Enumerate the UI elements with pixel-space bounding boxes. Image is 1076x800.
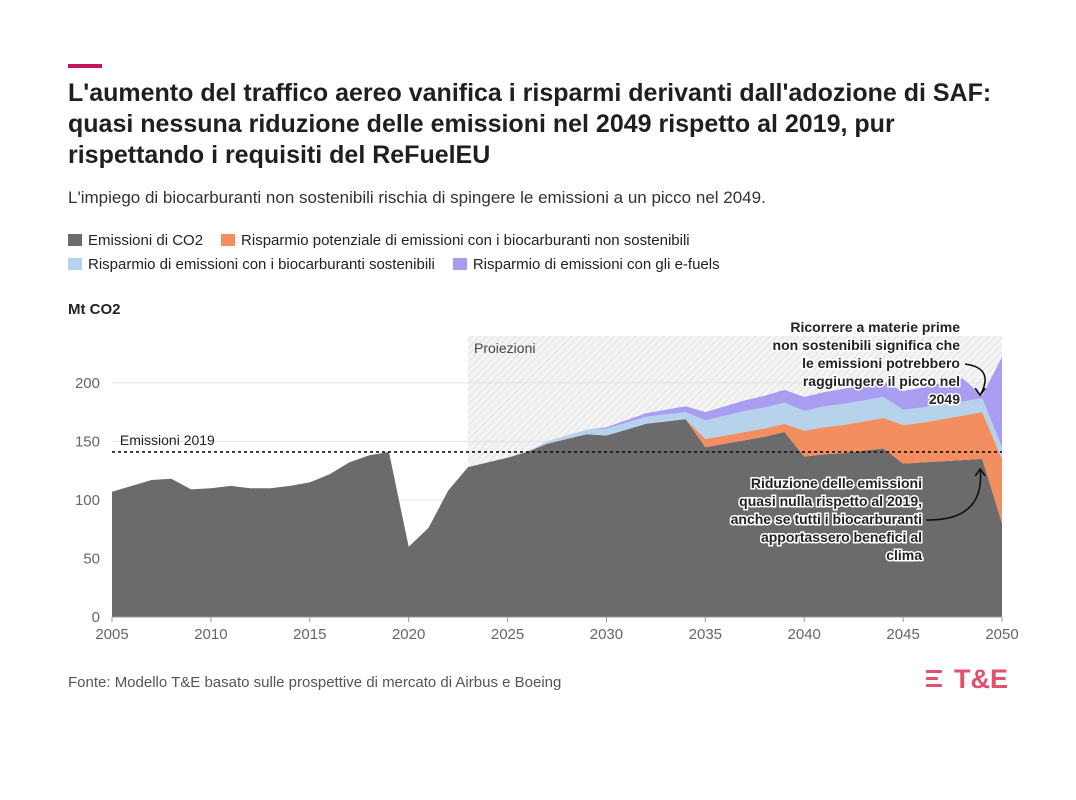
y-tick-label: 0 <box>92 609 100 626</box>
te-logo-text: T&E <box>954 664 1008 694</box>
annotation-line: Riduzione delle emissioni <box>751 475 922 491</box>
annotation-arrow-1 <box>925 468 982 521</box>
chart-area: Proiezioni Emissioni 2019 0 50 100 150 200 Mt… <box>60 296 1050 656</box>
legend-label-unsustainable: Risparmio potenziale di emissioni con i … <box>241 231 690 249</box>
x-tick-label: 2020 <box>392 626 425 643</box>
chart-legend: Emissioni di CO2 Risparmio potenziale di… <box>68 230 1018 278</box>
legend-swatch-co2 <box>68 234 82 246</box>
x-tick-label: 2040 <box>788 626 821 643</box>
chart-subtitle: L'impiego di biocarburanti non sostenibi… <box>68 188 766 207</box>
legend-swatch-sustainable <box>68 258 82 270</box>
y-axis-title: Mt CO2 <box>68 301 121 318</box>
x-tick-label: 2050 <box>985 626 1018 643</box>
annotation-text-0: Ricorrere a materie prime non sostenibili… <box>773 319 961 407</box>
annotation-arrowhead-0 <box>974 387 986 397</box>
annotation-line: clima <box>886 547 922 563</box>
x-tick-label: 2030 <box>590 626 623 643</box>
legend-item-co2: Emissioni di CO2 <box>68 232 203 249</box>
legend-label-co2: Emissioni di CO2 <box>88 231 204 249</box>
annotation-line: Ricorrere a materie prime <box>790 319 960 335</box>
y-tick-label: 150 <box>75 433 100 450</box>
x-tick-label: 2010 <box>194 626 227 643</box>
annotation-arrow-0 <box>964 363 986 396</box>
chart-title: L'aumento del traffico aereo vanifica i … <box>68 79 992 169</box>
annotation-line: non sostenibili significa che <box>773 337 961 353</box>
accent-bar <box>68 64 102 68</box>
emissions-chart: Proiezioni Emissioni 2019 0 50 100 150 200 Mt… <box>68 301 1019 643</box>
annotation-line: raggiungere il picco nel <box>803 373 960 389</box>
annotation-text-1: Riduzione delle emissioni quasi nulla ris… <box>731 475 923 563</box>
legend-swatch-efuels <box>452 258 467 270</box>
annotation-line: apportassero benefici al <box>761 529 922 545</box>
x-tick-label: 2045 <box>886 626 919 643</box>
y-tick-label: 50 <box>83 550 100 567</box>
legend-item-unsustainable: Risparmio potenziale di emissioni con i … <box>221 232 690 249</box>
annotation-line: quasi nulla rispetto al 2019, <box>739 493 922 509</box>
te-logo: T&E <box>926 664 1036 698</box>
area-series-1 <box>112 412 1002 547</box>
x-tick-label: 2015 <box>293 626 326 643</box>
annotation-line: anche se tutti i biocarburanti <box>731 511 922 527</box>
y-tick-label: 100 <box>75 492 100 509</box>
legend-label-efuels: Risparmio di emissioni con gli e-fuels <box>472 255 720 273</box>
projection-label: Proiezioni <box>474 340 535 356</box>
x-tick-label: 2025 <box>491 626 524 643</box>
annotation-line: le emissioni potrebbero <box>802 355 960 371</box>
x-tick-label: 2005 <box>95 626 128 643</box>
area-series-0 <box>112 419 1002 617</box>
legend-item-efuels: Risparmio di emissioni con gli e-fuels <box>452 255 720 273</box>
x-tick-label: 2035 <box>689 626 722 643</box>
area-series-2 <box>112 396 1002 547</box>
legend-label-sustainable: Risparmio di emissioni con i biocarburan… <box>88 255 435 273</box>
source-note: Fonte: Modello T&E basato sulle prospett… <box>68 674 562 691</box>
y-tick-label: 200 <box>75 375 100 392</box>
legend-swatch-unsustainable <box>221 234 236 246</box>
te-logo-mark-icon <box>926 670 948 692</box>
annotation-arrowhead-1 <box>974 467 986 477</box>
reference-line-label: Emissioni 2019 <box>120 432 215 448</box>
legend-item-sustainable: Risparmio di emissioni con i biocarburan… <box>68 256 435 273</box>
annotation-line: 2049 <box>929 391 960 407</box>
